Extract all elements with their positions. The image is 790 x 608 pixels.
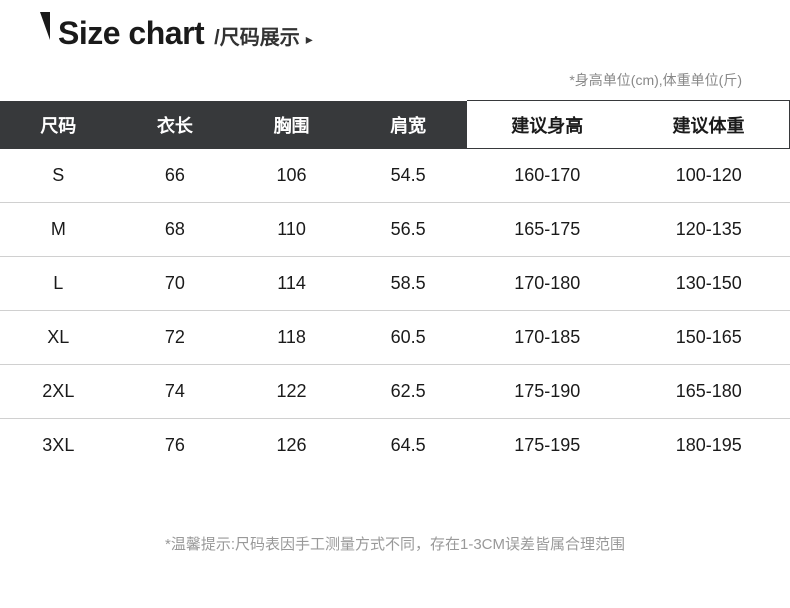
cell: 120-135 [628, 203, 790, 257]
cell: 150-165 [628, 311, 790, 365]
col-chest: 胸围 [233, 101, 350, 149]
cell: 118 [233, 311, 350, 365]
cell: L [0, 257, 117, 311]
col-weight: 建议体重 [628, 101, 790, 149]
table-body: S 66 106 54.5 160-170 100-120 M 68 110 5… [0, 149, 790, 473]
table-row: 2XL 74 122 62.5 175-190 165-180 [0, 365, 790, 419]
header-decoration-icon [40, 12, 50, 40]
col-size: 尺码 [0, 101, 117, 149]
unit-note: *身高单位(cm),体重单位(斤) [0, 62, 790, 100]
table-row: XL 72 118 60.5 170-185 150-165 [0, 311, 790, 365]
col-height: 建议身高 [467, 101, 628, 149]
cell: 58.5 [350, 257, 467, 311]
size-table: 尺码 衣长 胸围 肩宽 建议身高 建议体重 S 66 106 54.5 160-… [0, 100, 790, 473]
table-row: M 68 110 56.5 165-175 120-135 [0, 203, 790, 257]
cell: 175-195 [467, 419, 628, 473]
cell: 130-150 [628, 257, 790, 311]
cell: 106 [233, 149, 350, 203]
table-row: 3XL 76 126 64.5 175-195 180-195 [0, 419, 790, 473]
cell: 74 [117, 365, 234, 419]
cell: 165-175 [467, 203, 628, 257]
cell: 170-180 [467, 257, 628, 311]
cell: 114 [233, 257, 350, 311]
cell: 76 [117, 419, 234, 473]
cell: 70 [117, 257, 234, 311]
footer-note: *温馨提示:尺码表因手工测量方式不同，存在1-3CM误差皆属合理范围 [0, 473, 790, 554]
col-length: 衣长 [117, 101, 234, 149]
cell: 122 [233, 365, 350, 419]
header-title-en: Size chart [58, 15, 204, 52]
cell: 3XL [0, 419, 117, 473]
cell: 175-190 [467, 365, 628, 419]
cell: XL [0, 311, 117, 365]
header-title-zh: /尺码展示 [214, 21, 300, 50]
cell: 126 [233, 419, 350, 473]
cell: 66 [117, 149, 234, 203]
cell: 64.5 [350, 419, 467, 473]
header: Size chart /尺码展示 ▸ [0, 0, 790, 62]
cell: S [0, 149, 117, 203]
cell: 170-185 [467, 311, 628, 365]
table-row: S 66 106 54.5 160-170 100-120 [0, 149, 790, 203]
cell: 60.5 [350, 311, 467, 365]
header-arrow-icon: ▸ [306, 31, 313, 48]
cell: 165-180 [628, 365, 790, 419]
col-shoulder: 肩宽 [350, 101, 467, 149]
cell: 100-120 [628, 149, 790, 203]
cell: 54.5 [350, 149, 467, 203]
cell: 68 [117, 203, 234, 257]
cell: 180-195 [628, 419, 790, 473]
cell: 110 [233, 203, 350, 257]
cell: 160-170 [467, 149, 628, 203]
table-row: L 70 114 58.5 170-180 130-150 [0, 257, 790, 311]
table-header-row: 尺码 衣长 胸围 肩宽 建议身高 建议体重 [0, 101, 790, 149]
cell: 72 [117, 311, 234, 365]
cell: M [0, 203, 117, 257]
cell: 62.5 [350, 365, 467, 419]
cell: 56.5 [350, 203, 467, 257]
cell: 2XL [0, 365, 117, 419]
